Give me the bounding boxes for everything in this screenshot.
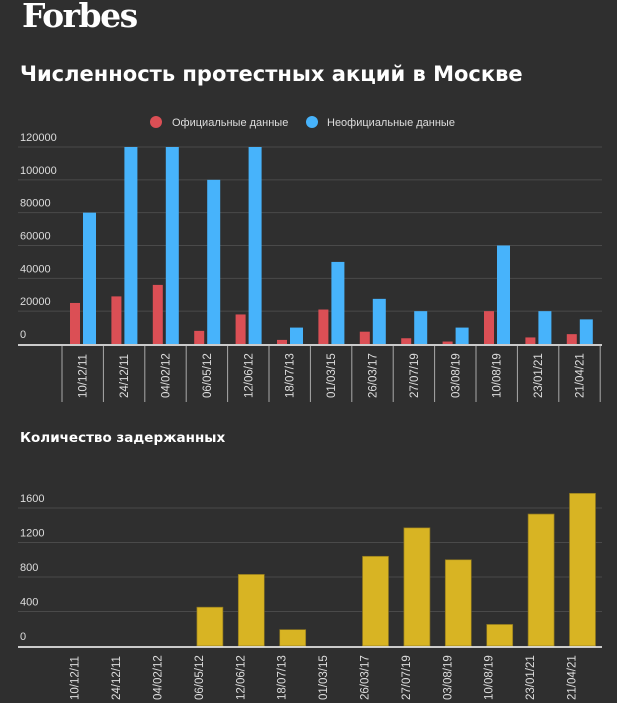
bar-detained: [237, 574, 265, 647]
x-tick-label: 21/04/21: [567, 655, 579, 700]
x-tick-label: 27/07/19: [401, 655, 413, 700]
x-tick-label: 10/12/11: [70, 656, 82, 700]
bar-official: [484, 311, 494, 344]
x-tick-label: 26/03/17: [368, 353, 380, 398]
x-tick-label: 21/04/21: [575, 353, 587, 398]
y-tick-label: 0: [20, 631, 26, 643]
bar-official: [194, 330, 205, 344]
x-tick-label: 01/03/15: [318, 655, 330, 700]
x-tick-label: 12/06/12: [243, 353, 255, 398]
x-tick-label: 12/06/12: [235, 655, 247, 700]
bar-unofficial: [579, 319, 593, 344]
bar-detained: [403, 527, 431, 647]
bar-unofficial: [124, 147, 138, 344]
y-tick-label: 40000: [20, 263, 51, 275]
bar-unofficial: [538, 311, 552, 344]
bar-official: [525, 337, 536, 344]
x-tick-label: 03/08/19: [450, 353, 462, 398]
x-tick-label: 24/12/11: [119, 354, 131, 398]
bar-detained: [527, 513, 555, 647]
x-tick-label: 06/05/12: [194, 655, 206, 700]
bar-unofficial: [290, 327, 303, 344]
x-tick-label: 27/07/19: [409, 353, 421, 398]
legend-official-label: Официальные данные: [172, 117, 288, 129]
chart-title-protests: Численность протестных акций в Москве: [20, 62, 523, 86]
bar-official: [442, 341, 453, 344]
y-tick-label: 1600: [20, 493, 44, 505]
bar-unofficial: [331, 261, 345, 344]
bar-official: [318, 309, 329, 344]
y-tick-label: 800: [20, 562, 38, 574]
bar-unofficial: [83, 212, 96, 344]
bar-official: [277, 339, 287, 344]
legend-unofficial-label: Неофициальные данные: [327, 117, 455, 129]
bar-detained: [196, 606, 224, 647]
y-tick-label: 1200: [20, 528, 44, 540]
bar-unofficial: [248, 147, 262, 344]
y-tick-label: 120000: [20, 132, 57, 144]
x-tick-label: 24/12/11: [111, 656, 123, 700]
x-tick-label: 10/08/19: [492, 353, 504, 398]
x-tick-label: 03/08/19: [442, 655, 454, 700]
bar-official: [235, 314, 246, 344]
x-tick-label: 06/05/12: [202, 353, 214, 398]
x-tick-label: 10/12/11: [78, 354, 90, 398]
x-tick-label: 04/02/12: [161, 353, 173, 398]
x-tick-label: 18/07/13: [285, 353, 297, 398]
bar-official: [359, 331, 370, 344]
bar-unofficial: [165, 147, 179, 344]
bar-unofficial: [207, 179, 221, 344]
bar-detained: [362, 555, 389, 647]
y-tick-label: 80000: [20, 198, 51, 210]
y-tick-label: 60000: [20, 231, 51, 243]
bar-unofficial: [455, 327, 469, 344]
x-tick-label: 01/03/15: [326, 353, 338, 398]
bar-official: [401, 338, 412, 344]
bar-unofficial: [497, 245, 510, 344]
y-tick-label: 400: [20, 597, 38, 609]
x-tick-label: 04/02/12: [153, 655, 165, 700]
x-tick-label: 10/08/19: [484, 655, 496, 700]
bar-official: [111, 296, 122, 344]
bar-detained: [279, 629, 307, 647]
forbes-logo: Forbes: [22, 0, 138, 35]
x-tick-label: 26/03/17: [360, 655, 372, 700]
x-tick-label: 23/01/21: [525, 655, 537, 700]
bar-unofficial: [414, 311, 428, 344]
bar-detained: [569, 492, 596, 647]
bar-official: [152, 284, 163, 344]
legend-official-marker: [150, 116, 162, 128]
bar-official: [566, 334, 577, 344]
x-tick-label: 18/07/13: [277, 655, 289, 700]
bar-detained: [444, 559, 472, 647]
legend-unofficial-marker: [306, 116, 318, 128]
chart-title-detained: Количество задержанных: [20, 430, 226, 446]
y-tick-label: 20000: [20, 296, 51, 308]
x-tick-label: 23/01/21: [533, 353, 545, 398]
bar-detained: [486, 624, 514, 647]
bar-unofficial: [372, 298, 386, 344]
y-tick-label: 0: [20, 329, 26, 341]
y-tick-label: 100000: [20, 165, 57, 177]
bar-official: [70, 302, 80, 344]
